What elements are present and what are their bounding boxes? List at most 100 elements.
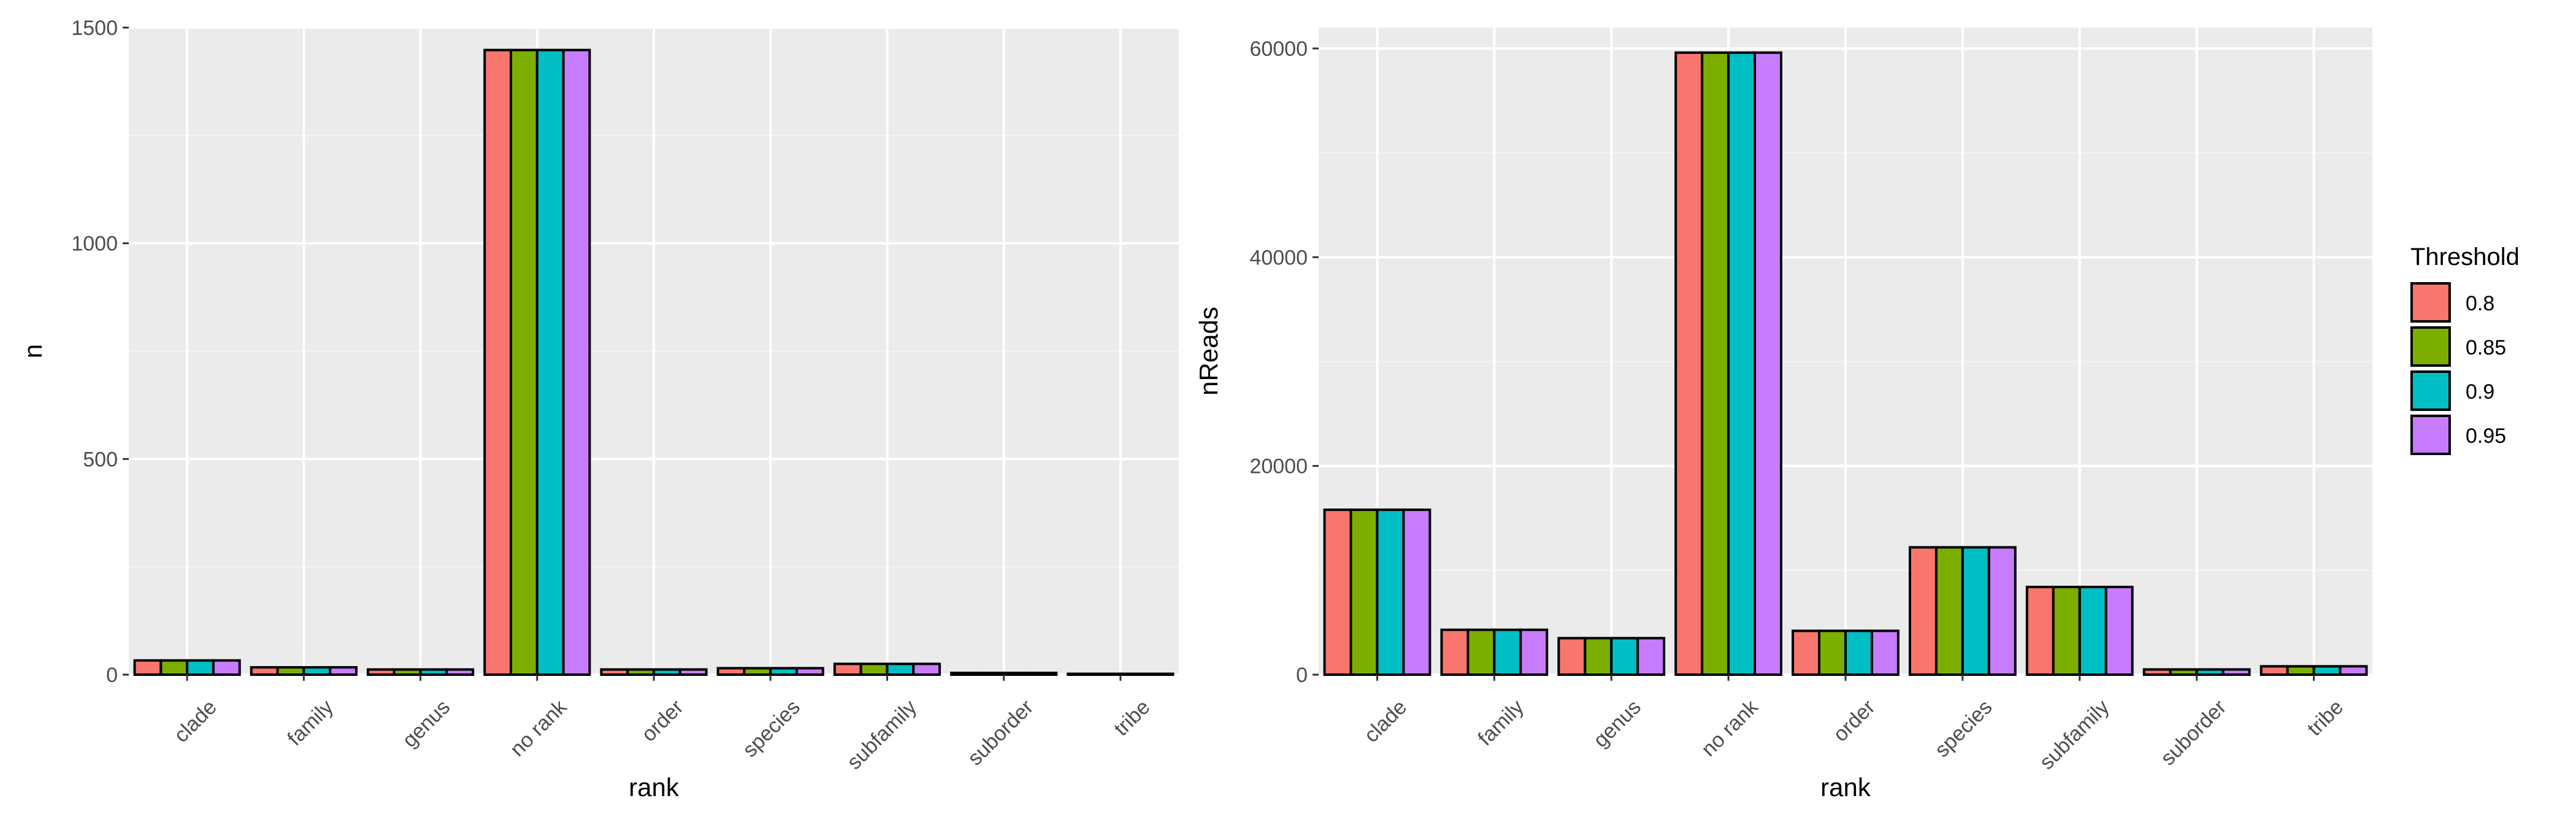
bar-0.8-clade	[133, 659, 163, 677]
x-tick-label: no rank	[505, 695, 572, 761]
legend-key	[2410, 370, 2451, 411]
bar-0.95-species	[795, 667, 824, 676]
bar-0.8-subfamily	[833, 662, 862, 676]
bar-0.95-no-rank	[562, 48, 591, 677]
bar-0.9-genus	[1610, 637, 1639, 677]
bar-0.9-no-rank	[1727, 51, 1757, 677]
bar-0.85-clade	[1349, 508, 1379, 676]
y-tick-label: 60000	[1249, 37, 1308, 61]
bar-0.85-species	[743, 667, 772, 676]
bar-0.85-tribe	[2286, 665, 2315, 676]
x-tick-label: no rank	[1697, 695, 1763, 761]
bar-0.8-family	[1440, 628, 1470, 677]
y-tick-label: 40000	[1249, 246, 1308, 269]
bar-0.85-species	[1934, 546, 1964, 676]
bar-0.9-tribe	[2312, 665, 2342, 676]
bar-0.9-species	[769, 667, 799, 676]
bar-0.9-family	[1493, 628, 1522, 677]
bar-0.9-order	[1844, 629, 1873, 676]
y-axis-title: nReads	[1194, 307, 1223, 396]
bar-0.8-family	[250, 666, 279, 677]
bar-0.95-subfamily	[2104, 586, 2134, 676]
bar-0.8-clade	[1323, 508, 1352, 676]
bar-0.8-suborder	[950, 672, 979, 676]
x-axis-title: rank	[629, 773, 680, 802]
bar-0.95-genus	[445, 668, 475, 677]
bar-0.85-no-rank	[509, 48, 539, 677]
bar-0.95-species	[1987, 546, 2017, 676]
bar-0.9-order	[653, 668, 681, 677]
bar-0.9-genus	[419, 668, 448, 677]
legend-label: 0.95	[2466, 424, 2506, 448]
bar-0.8-tribe	[1067, 672, 1096, 677]
bar-0.8-genus	[366, 668, 396, 677]
y-axis-title: n	[18, 344, 47, 358]
x-tick-label: genus	[1589, 696, 1646, 752]
bar-0.85-suborder	[976, 672, 1005, 676]
x-tick-label: genus	[398, 696, 454, 752]
legend-key	[2410, 415, 2451, 455]
bar-0.95-clade	[212, 659, 241, 677]
bar-0.95-family	[1519, 628, 1549, 677]
legend-label: 0.85	[2466, 336, 2506, 359]
x-axis-title: rank	[1820, 773, 1871, 802]
bar-0.9-suborder	[1002, 672, 1032, 676]
bar-0.8-order	[1792, 629, 1821, 676]
bar-0.9-suborder	[2195, 668, 2225, 677]
legend-key	[2410, 282, 2451, 323]
bar-0.9-family	[302, 666, 332, 677]
legend-label: 0.8	[2466, 292, 2494, 315]
x-tick-label: family	[1473, 696, 1528, 751]
x-tick-label: tribe	[1110, 696, 1155, 741]
bar-0.85-order	[1818, 629, 1847, 676]
y-tick-label: 1500	[71, 17, 118, 40]
y-tick-label: 0	[1296, 664, 1308, 687]
x-tick-label: order	[1829, 696, 1880, 746]
bar-0.85-subfamily	[2052, 586, 2081, 676]
bar-0.85-order	[626, 668, 656, 677]
bar-0.85-subfamily	[859, 662, 889, 676]
x-tick-label: order	[637, 696, 688, 746]
x-tick-label: family	[283, 696, 338, 751]
x-tick-label: species	[1930, 696, 1996, 762]
legend-key	[2410, 326, 2451, 367]
bar-0.8-no-rank	[1674, 51, 1704, 677]
bar-0.95-order	[678, 668, 708, 677]
bar-0.8-species	[1908, 546, 1938, 676]
bar-0.95-subfamily	[912, 662, 941, 676]
bar-0.85-clade	[159, 659, 189, 677]
x-tick-label: suborder	[964, 696, 1038, 770]
bar-0.9-no-rank	[535, 48, 565, 677]
bar-0.9-clade	[186, 659, 215, 677]
bar-0.85-tribe	[1093, 672, 1122, 677]
bar-0.8-no-rank	[483, 48, 512, 677]
bar-0.8-order	[600, 668, 629, 677]
bar-0.85-suborder	[2169, 668, 2198, 677]
y-tick-label: 0	[106, 664, 118, 687]
bar-0.95-suborder	[1029, 672, 1058, 676]
x-tick-label: subfamily	[843, 696, 921, 774]
legend-title: Threshold	[2410, 243, 2520, 270]
bar-0.85-genus	[393, 668, 422, 677]
bar-0.85-family	[1466, 628, 1496, 677]
right-chart: 0 20000 40000 60000 clade family genus no rank o…	[1194, 28, 2372, 802]
x-tick-label: suborder	[2156, 696, 2231, 770]
bar-0.85-genus	[1584, 637, 1613, 677]
bar-0.9-subfamily	[2078, 586, 2107, 676]
legend-label: 0.9	[2466, 380, 2494, 404]
x-tick-label: species	[738, 696, 804, 762]
bar-0.85-no-rank	[1701, 51, 1730, 677]
bar-0.9-tribe	[1119, 672, 1148, 677]
left-chart: 0 500 1000 1500 clade family genus no rank order…	[18, 17, 1179, 802]
bar-0.8-subfamily	[2025, 586, 2055, 676]
bar-0.95-tribe	[2339, 665, 2368, 676]
bar-0.8-species	[716, 667, 746, 676]
bar-0.9-clade	[1376, 508, 1405, 676]
x-tick-label: tribe	[2303, 696, 2348, 741]
bar-0.95-suborder	[2221, 668, 2251, 677]
bar-0.9-species	[1961, 546, 1990, 676]
x-tick-label: subfamily	[2035, 696, 2114, 774]
bar-0.95-no-rank	[1754, 51, 1783, 677]
